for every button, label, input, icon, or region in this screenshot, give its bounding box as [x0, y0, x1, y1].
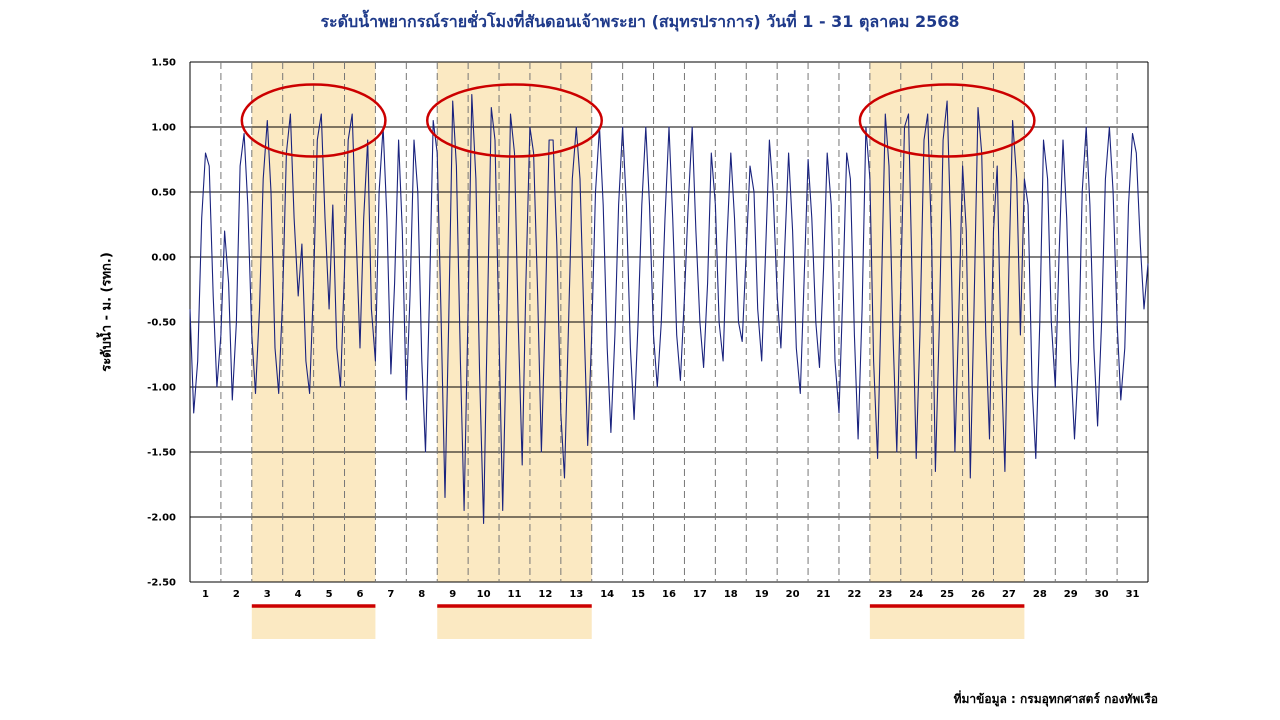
- x-tick-label: 26: [971, 589, 985, 600]
- x-tick-label: 13: [569, 589, 583, 600]
- source-note: ที่มาข้อมูล : กรมอุทกศาสตร์ กองทัพเรือ: [953, 692, 1158, 706]
- x-tick-label: 12: [538, 589, 552, 600]
- x-tick-label: 2: [233, 589, 240, 600]
- x-tick-label: 27: [1002, 589, 1016, 600]
- y-tick-label: 1.00: [151, 123, 176, 134]
- x-tick-label: 28: [1033, 589, 1047, 600]
- x-tick-label: 30: [1095, 589, 1109, 600]
- x-tick-label: 18: [724, 589, 738, 600]
- x-tick-label: 7: [387, 589, 394, 600]
- x-tick-label: 16: [662, 589, 676, 600]
- x-tick-label: 29: [1064, 589, 1078, 600]
- annotations: [240, 83, 1036, 608]
- x-tick-label: 15: [631, 589, 645, 600]
- x-tick-label: 31: [1126, 589, 1140, 600]
- x-tick-label: 24: [909, 589, 923, 600]
- highlight-box-2: [437, 606, 592, 639]
- x-tick-label: 6: [356, 589, 363, 600]
- tide-series-line: [189, 93, 1149, 525]
- y-tick-label: -2.50: [147, 578, 176, 589]
- x-tick-label: 25: [940, 589, 954, 600]
- x-tick-label: 1: [202, 589, 209, 600]
- x-tick-label: 3: [264, 589, 271, 600]
- x-tick-label: 10: [477, 589, 491, 600]
- peak-circle-3: [858, 83, 1036, 158]
- x-tick-label: 22: [847, 589, 861, 600]
- x-tick-label: 20: [786, 589, 800, 600]
- y-tick-label: 1.50: [151, 58, 176, 69]
- x-tick-label: 17: [693, 589, 707, 600]
- y-tick-label: -0.50: [147, 318, 176, 329]
- y-tick-label: 0.50: [151, 188, 176, 199]
- x-tick-label: 19: [755, 589, 769, 600]
- peak-circle-1: [240, 83, 387, 158]
- chart-title: ระดับน้ำพยากรณ์รายชั่วโมงที่สันดอนเจ้าพร…: [320, 12, 960, 31]
- x-tick-label: 11: [508, 589, 522, 600]
- x-tick-label: 4: [295, 589, 302, 600]
- highlight-box-1: [251, 606, 376, 639]
- series-layer: [189, 93, 1149, 525]
- x-tick-label: 14: [600, 589, 614, 600]
- x-tick-label: 23: [878, 589, 892, 600]
- y-tick-label: -2.00: [147, 513, 176, 524]
- y-tick-label: 0.00: [151, 253, 176, 264]
- y-tick-label: -1.50: [147, 448, 176, 459]
- y-tick-label: -1.00: [147, 383, 176, 394]
- x-tick-label: 9: [449, 589, 456, 600]
- peak-circle-2: [425, 83, 603, 158]
- x-tick-label: 8: [418, 589, 425, 600]
- x-tick-label: 21: [817, 589, 831, 600]
- x-tick-label: 5: [326, 589, 333, 600]
- highlight-box-3: [869, 606, 1025, 639]
- tick-labels: 1.50 1.00 0.50 0.00 -0.50 -1.00 -1.50 -2.00 -2.5…: [147, 58, 1139, 601]
